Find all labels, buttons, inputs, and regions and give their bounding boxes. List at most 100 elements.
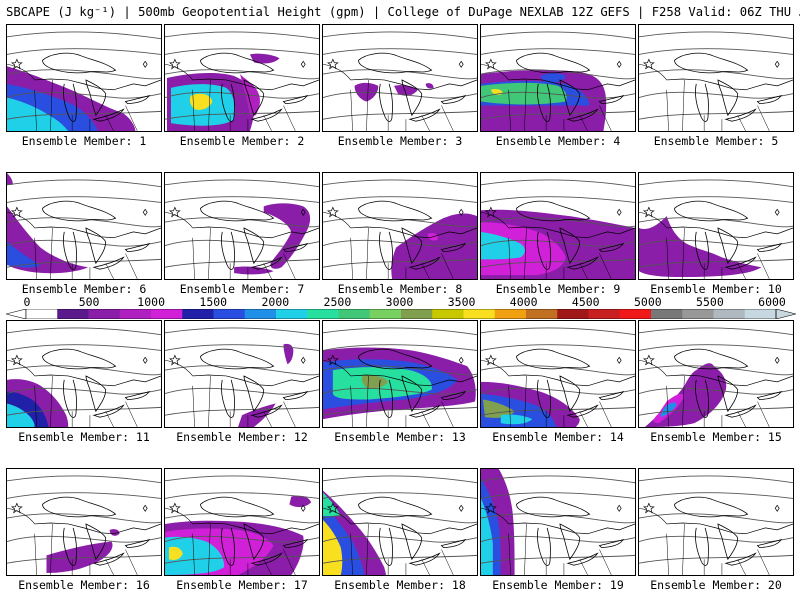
ensemble-member-label: Ensemble Member: 11 — [18, 430, 150, 444]
ensemble-member-label: Ensemble Member: 14 — [492, 430, 624, 444]
diamond-icon — [300, 60, 306, 68]
cape-field — [7, 97, 69, 131]
ensemble-member-label: Ensemble Member: 1 — [21, 134, 147, 148]
ensemble-member-label: Ensemble Member: 9 — [495, 282, 621, 296]
ensemble-member-panel — [322, 320, 478, 428]
colorbar-tick-label: 4000 — [509, 295, 538, 309]
ensemble-member-label: Ensemble Member: 6 — [21, 282, 147, 296]
colorbar-bin — [713, 309, 746, 319]
diamond-icon — [458, 356, 464, 364]
ensemble-member-panel — [6, 172, 162, 280]
colorbar-tick-label: 500 — [78, 295, 100, 309]
sbcape-map — [7, 475, 161, 575]
cape-field — [394, 85, 418, 96]
star-icon — [326, 502, 339, 514]
sbcape-map — [481, 327, 635, 427]
sbcape-map — [639, 475, 793, 575]
diamond-icon — [300, 356, 306, 364]
diamond-icon — [142, 504, 148, 512]
colorbar-bin — [338, 309, 371, 319]
sbcape-map — [481, 469, 635, 575]
diamond-icon — [774, 504, 780, 512]
ensemble-member-panel — [322, 172, 478, 280]
cape-field — [7, 206, 88, 274]
star-icon — [484, 58, 497, 70]
ensemble-member-panel — [164, 172, 320, 280]
diamond-icon — [616, 356, 622, 364]
star-icon — [484, 206, 497, 218]
sbcape-map — [7, 173, 161, 279]
cape-field — [234, 266, 274, 275]
colorbar-bin — [57, 309, 89, 319]
diamond-icon — [142, 60, 148, 68]
colorbar-bin — [682, 309, 714, 319]
ensemble-member-label: Ensemble Member: 16 — [18, 578, 150, 592]
colorbar-left-arrow — [6, 309, 27, 319]
cape-field — [660, 402, 677, 418]
colorbar-bin — [369, 309, 402, 319]
ensemble-member-panel — [480, 172, 636, 280]
sbcape-map — [639, 31, 793, 131]
ensemble-member-panel — [322, 24, 478, 132]
star-icon — [168, 354, 181, 366]
ensemble-member-label: Ensemble Member: 5 — [653, 134, 779, 148]
star-icon — [326, 354, 339, 366]
sbcape-map — [639, 179, 793, 279]
diamond-icon — [300, 504, 306, 512]
star-icon — [10, 502, 23, 514]
ensemble-member-label: Ensemble Member: 20 — [650, 578, 782, 592]
colorbar-tick-label: 1000 — [137, 295, 166, 309]
star-icon — [326, 206, 339, 218]
colorbar-tick-label: 2500 — [323, 295, 352, 309]
diamond-icon — [774, 208, 780, 216]
colorbar-bin — [588, 309, 621, 319]
ensemble-member-panel — [164, 468, 320, 576]
colorbar-bin — [26, 309, 58, 319]
star-icon — [168, 206, 181, 218]
sbcape-map — [165, 475, 319, 575]
star-icon — [642, 58, 655, 70]
diamond-icon — [142, 356, 148, 364]
cape-field — [283, 343, 294, 365]
cape-field — [263, 203, 311, 269]
cape-field — [481, 393, 557, 427]
colorbar-bin — [744, 309, 777, 319]
colorbar-bin — [307, 309, 339, 319]
sbcape-map — [165, 31, 319, 131]
cape-field — [481, 231, 525, 260]
ensemble-member-label: Ensemble Member: 7 — [179, 282, 305, 296]
page-title: SBCAPE (J kg⁻¹) | 500mb Geopotential Hei… — [6, 5, 800, 19]
cape-field — [323, 492, 341, 517]
sbcape-map — [323, 327, 477, 427]
colorbar-bin — [619, 309, 652, 319]
cape-field — [289, 495, 312, 508]
cape-field — [540, 73, 566, 83]
colorbar-tick-label: 5500 — [696, 295, 724, 309]
star-icon — [642, 502, 655, 514]
colorbar-tick-label: 2000 — [261, 295, 290, 309]
star-icon — [326, 58, 339, 70]
ensemble-member-label: Ensemble Member: 17 — [176, 578, 308, 592]
star-icon — [10, 206, 23, 218]
ensemble-member-panel — [638, 24, 794, 132]
colorbar-bin — [526, 309, 558, 319]
ensemble-member-panel — [480, 24, 636, 132]
colorbar-bin — [88, 309, 121, 319]
colorbar-bin — [151, 309, 183, 319]
sbcape-colorbar — [6, 309, 796, 319]
colorbar-bin — [463, 309, 496, 319]
ensemble-member-panel — [638, 320, 794, 428]
cape-field — [168, 546, 183, 561]
ensemble-member-label: Ensemble Member: 10 — [650, 282, 782, 296]
colorbar-bin — [557, 309, 589, 319]
cape-field — [189, 93, 213, 110]
diamond-icon — [774, 356, 780, 364]
ensemble-member-panel — [480, 468, 636, 576]
ensemble-member-panel — [164, 24, 320, 132]
star-icon — [484, 502, 497, 514]
sbcape-map — [323, 475, 477, 575]
sbcape-map — [481, 179, 635, 279]
diamond-icon — [300, 208, 306, 216]
diamond-icon — [458, 60, 464, 68]
